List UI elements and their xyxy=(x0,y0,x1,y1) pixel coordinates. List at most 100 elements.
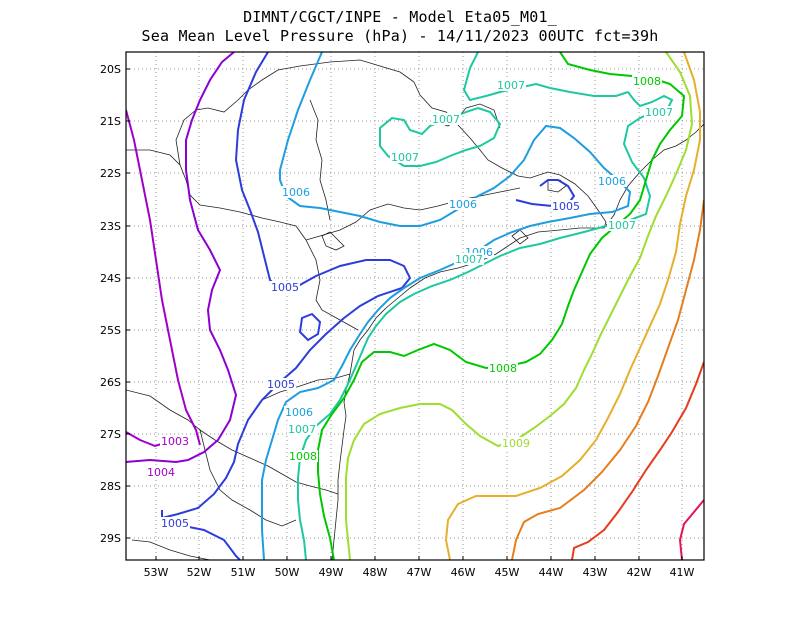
contour-label-1008: 1008 xyxy=(633,75,661,88)
lat-tick-27S: 27S xyxy=(100,428,121,441)
contour-label-bg xyxy=(288,450,318,462)
contour-label-1006: 1006 xyxy=(282,186,310,199)
lon-tick-46W: 46W xyxy=(451,566,476,579)
coastline xyxy=(331,81,607,560)
contour-label-1008: 1008 xyxy=(489,362,517,375)
island-3 xyxy=(511,229,529,245)
contour-label-1007: 1007 xyxy=(608,219,636,232)
contour-label-1008: 1008 xyxy=(289,450,317,463)
contour-label-bg xyxy=(270,281,300,293)
contour-label-1007: 1007 xyxy=(432,113,460,126)
lat-tick-21S: 21S xyxy=(100,115,121,128)
contour-label-bg xyxy=(266,378,296,390)
contour-label-bg xyxy=(390,151,420,163)
border-5 xyxy=(261,373,351,401)
contour-label-1007: 1007 xyxy=(497,79,525,92)
isobar-1009 xyxy=(345,52,694,560)
isobar-1005-loop xyxy=(298,312,322,342)
contour-label-1006: 1006 xyxy=(285,406,313,419)
lat-tick-labels: 20S 21S 22S 23S 24S 25S 26S 27S 28S 29S xyxy=(100,63,121,545)
contour-label-1006: 1006 xyxy=(598,175,626,188)
border-6 xyxy=(199,429,297,527)
contour-label-bg xyxy=(281,186,311,198)
lon-tick-50W: 50W xyxy=(275,566,300,579)
contour-label-bg xyxy=(431,113,461,125)
isobar-1004 xyxy=(126,52,238,464)
contour-label-bg xyxy=(607,219,637,231)
contour-labels: 1003 1004 1005 1005 1005 1005 1006 1006 1006 1006… xyxy=(146,75,674,530)
contour-label-bg xyxy=(160,517,190,529)
lat-tick-25S: 25S xyxy=(100,324,121,337)
lon-tick-51W: 51W xyxy=(231,566,256,579)
lat-tick-24S: 24S xyxy=(100,272,121,285)
contour-label-bg xyxy=(284,406,314,418)
lon-tick-47W: 47W xyxy=(407,566,432,579)
isobar-1007-loop xyxy=(379,106,502,167)
contour-label-bg xyxy=(287,423,317,435)
isobar-1010 xyxy=(444,52,701,560)
lon-tick-49W: 49W xyxy=(319,566,344,579)
lon-tick-52W: 52W xyxy=(187,566,212,579)
contour-label-bg xyxy=(551,200,581,212)
border-3 xyxy=(305,187,521,241)
contour-label-1007: 1007 xyxy=(391,151,419,164)
contour-label-bg xyxy=(644,106,674,118)
contour-label-1005: 1005 xyxy=(271,281,299,294)
lat-tick-23S: 23S xyxy=(100,220,121,233)
border-9 xyxy=(431,103,501,129)
border-2 xyxy=(175,59,415,166)
isobar-1007-north xyxy=(462,52,629,102)
title-line-2: Sea Mean Level Pressure (hPa) - 14/11/20… xyxy=(141,27,659,45)
isobar-1005-south2 xyxy=(163,524,241,560)
contour-label-bg xyxy=(501,437,531,449)
axis-ticks xyxy=(126,68,683,560)
lon-tick-43W: 43W xyxy=(583,566,608,579)
contour-label-bg xyxy=(146,466,176,478)
isobar-1005-east xyxy=(515,179,576,208)
contour-label-1005: 1005 xyxy=(161,517,189,530)
title-line-1: DIMNT/CGCT/INPE - Model Eta05_M01_ xyxy=(243,8,557,26)
contour-label-1005: 1005 xyxy=(267,378,295,391)
contour-label-1007: 1007 xyxy=(455,253,483,266)
map-frame xyxy=(125,51,705,561)
isobar-1011 xyxy=(511,199,704,560)
isobar-1008 xyxy=(317,52,686,560)
contour-label-1009: 1009 xyxy=(502,437,530,450)
contour-label-1005: 1005 xyxy=(552,200,580,213)
isobar-1003 xyxy=(126,109,201,446)
isobar-1005-south xyxy=(161,317,345,520)
lon-tick-labels: 53W 52W 51W 50W 49W 48W 47W 46W 45W 44W 43W 42W 41W xyxy=(144,566,695,579)
contour-label-bg xyxy=(632,75,662,87)
lon-tick-53W: 53W xyxy=(144,566,169,579)
border-4 xyxy=(126,389,339,495)
island-1 xyxy=(321,231,345,251)
contour-label-bg xyxy=(160,435,190,447)
isobar-1012 xyxy=(571,361,704,560)
lat-lon-grid xyxy=(126,52,704,560)
isobars xyxy=(126,52,704,560)
island-2 xyxy=(547,179,567,193)
lat-tick-22S: 22S xyxy=(100,167,121,180)
lon-tick-48W: 48W xyxy=(363,566,388,579)
lat-tick-28S: 28S xyxy=(100,480,121,493)
border-8 xyxy=(309,99,331,221)
border-7 xyxy=(131,539,211,560)
lon-tick-44W: 44W xyxy=(539,566,564,579)
contour-label-1003: 1003 xyxy=(161,435,189,448)
isobar-1013 xyxy=(678,499,704,560)
lon-tick-42W: 42W xyxy=(627,566,652,579)
lon-tick-45W: 45W xyxy=(495,566,520,579)
contour-label-bg xyxy=(597,175,627,187)
contour-label-bg xyxy=(496,79,526,91)
coastline-and-borders xyxy=(126,59,704,560)
contour-label-1006: 1006 xyxy=(449,198,477,211)
contour-label-bg xyxy=(488,362,518,374)
lon-tick-41W: 41W xyxy=(670,566,695,579)
lat-tick-26S: 26S xyxy=(100,376,121,389)
contour-label-1004: 1004 xyxy=(147,466,175,479)
isobar-1007-east xyxy=(297,91,674,560)
contour-label-bg xyxy=(448,198,478,210)
contour-label-bg xyxy=(454,253,484,265)
